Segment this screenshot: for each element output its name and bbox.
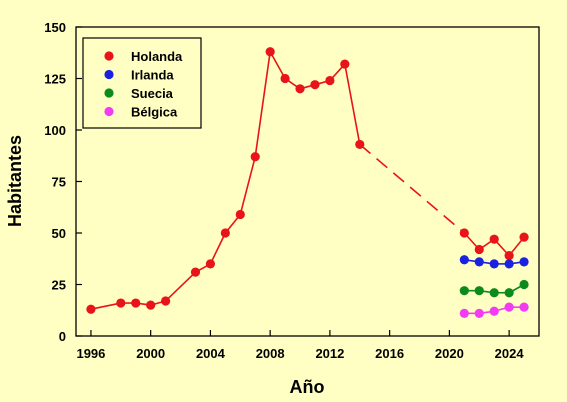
series-line-segment <box>165 271 197 302</box>
data-point <box>474 257 484 267</box>
x-tick-label: 1996 <box>76 346 105 361</box>
y-axis: 0 25 50 75 100 125 150 <box>44 20 82 344</box>
series-line-segment <box>254 51 271 157</box>
data-point <box>340 59 350 69</box>
y-tick-label: 150 <box>44 20 66 35</box>
x-tick-label: 2008 <box>256 346 285 361</box>
y-tick-label: 100 <box>44 123 66 138</box>
data-point <box>519 232 529 242</box>
data-point <box>146 300 156 310</box>
series-holanda <box>86 47 529 314</box>
data-point <box>116 298 126 308</box>
y-tick-label: 50 <box>52 226 66 241</box>
series-line-segment <box>344 63 361 145</box>
x-tick-label: 2012 <box>315 346 344 361</box>
x-axis-title: Año <box>290 377 325 397</box>
data-point <box>265 47 275 57</box>
data-point <box>355 139 365 150</box>
data-point <box>519 257 529 267</box>
data-point <box>474 244 484 255</box>
data-point <box>205 259 216 269</box>
data-point <box>235 209 245 220</box>
x-tick-label: 2020 <box>435 346 464 361</box>
y-axis-title: Habitantes <box>5 135 25 227</box>
y-tick-label: 75 <box>52 175 66 190</box>
legend: Holanda Irlanda Suecia Bélgica <box>82 37 202 129</box>
data-point <box>519 302 529 312</box>
legend-label: Bélgica <box>131 105 178 120</box>
series-bélgica <box>459 302 529 318</box>
data-point <box>504 251 514 261</box>
data-point <box>489 306 499 316</box>
data-point <box>325 75 335 86</box>
data-point <box>489 288 499 298</box>
legend-box <box>82 37 202 129</box>
data-point <box>504 302 514 312</box>
legend-label: Irlanda <box>131 68 174 83</box>
data-point <box>519 279 529 290</box>
data-point <box>504 259 514 269</box>
series-line-segment <box>209 232 227 265</box>
data-point <box>459 255 469 265</box>
data-point <box>489 234 499 244</box>
data-point <box>504 288 514 298</box>
y-tick-label: 25 <box>52 278 66 293</box>
x-axis: 1996 2000 2004 2008 2012 2016 2020 2024 <box>76 330 524 361</box>
data-point <box>474 308 484 318</box>
legend-marker <box>104 69 114 80</box>
series-line-segment <box>239 156 257 215</box>
data-point <box>295 84 305 94</box>
data-point <box>131 298 141 308</box>
data-point <box>459 228 469 238</box>
x-tick-label: 2024 <box>495 346 525 361</box>
legend-label: Suecia <box>131 86 174 101</box>
series-gap-dashed-segment <box>359 143 465 234</box>
data-point <box>161 296 171 306</box>
legend-marker <box>104 51 114 61</box>
legend-marker <box>104 88 114 98</box>
legend-label: Holanda <box>131 49 183 64</box>
data-point <box>86 304 96 314</box>
x-tick-label: 2000 <box>136 346 165 361</box>
series-line-segment <box>90 302 121 311</box>
data-point <box>250 152 260 162</box>
data-point <box>474 286 484 296</box>
y-tick-label: 125 <box>44 72 66 87</box>
data-point <box>489 259 499 269</box>
data-point <box>220 228 230 238</box>
x-tick-label: 2004 <box>196 346 226 361</box>
y-tick-label: 0 <box>59 329 66 344</box>
series-suecia <box>459 279 529 298</box>
data-point <box>459 308 469 318</box>
data-point <box>280 73 290 84</box>
legend-marker <box>104 106 114 117</box>
data-point <box>459 286 469 296</box>
series-layer <box>86 47 529 318</box>
x-tick-label: 2016 <box>375 346 404 361</box>
series-irlanda <box>459 255 529 269</box>
data-point <box>190 267 201 277</box>
series-line-segment <box>269 51 286 79</box>
data-point <box>310 80 320 90</box>
